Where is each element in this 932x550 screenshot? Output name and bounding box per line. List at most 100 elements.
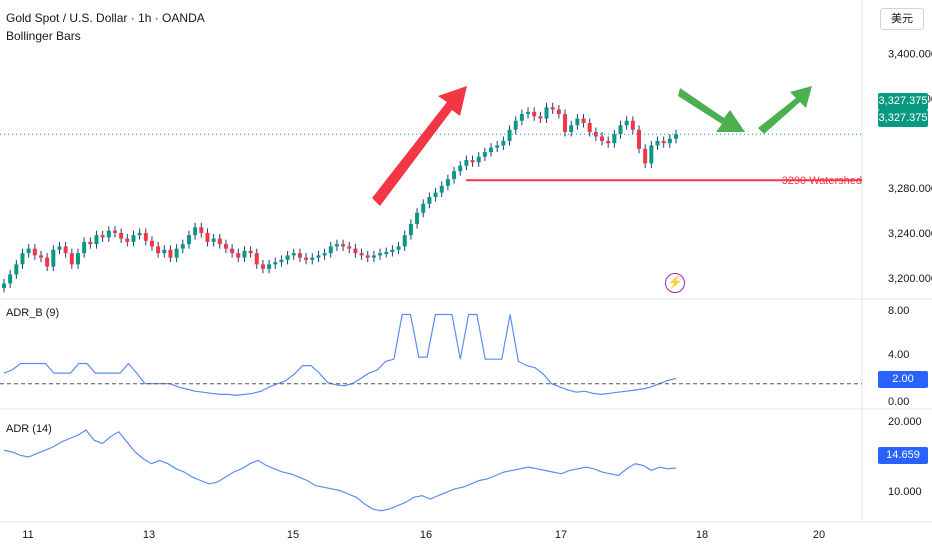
- y-tick-label: 3,200.000: [888, 273, 932, 285]
- indicator-line: [3, 313, 677, 397]
- indicator-line: [3, 429, 677, 512]
- candle-body: [569, 125, 574, 132]
- candle-body: [26, 248, 31, 254]
- adr-b-value-badge: 2.00: [878, 371, 928, 388]
- candle-body: [267, 264, 272, 269]
- candle-body: [304, 257, 309, 260]
- x-tick-label: 11: [22, 529, 33, 541]
- candle-body: [193, 227, 198, 236]
- candle-body: [143, 232, 148, 241]
- candle-body: [254, 253, 259, 265]
- candle-body: [476, 156, 481, 163]
- candle-body: [643, 148, 648, 164]
- candle-body: [464, 160, 469, 166]
- candle-body: [316, 255, 321, 258]
- candle-body: [600, 136, 605, 141]
- candle-body: [452, 171, 457, 180]
- candle-body: [125, 238, 130, 242]
- y-tick-label: 8.00: [888, 305, 909, 317]
- candle-body: [217, 238, 222, 245]
- y-tick-label: 3,400.000: [888, 48, 932, 60]
- candle-body: [433, 192, 438, 198]
- candle-body: [279, 259, 284, 263]
- candle-body: [439, 185, 444, 193]
- candle-body: [186, 235, 191, 245]
- candle-body: [45, 257, 50, 267]
- adr-b-pane-label: ADR_B (9): [6, 307, 60, 319]
- indicator-label: Bollinger Bars: [6, 29, 81, 43]
- candle-body: [285, 255, 290, 260]
- candle-body: [458, 165, 463, 172]
- candle-body: [341, 244, 346, 247]
- candle-body: [334, 244, 339, 247]
- candle-body: [100, 235, 105, 238]
- candle-body: [501, 140, 506, 146]
- candle-body: [328, 246, 333, 254]
- x-tick-label: 18: [696, 529, 708, 541]
- candle-body: [378, 253, 383, 256]
- candle-body: [445, 179, 450, 186]
- candle-body: [674, 134, 678, 139]
- candle-body: [273, 262, 278, 265]
- candle-body: [550, 107, 555, 110]
- candle-body: [69, 253, 74, 265]
- candle-body: [223, 244, 228, 249]
- bar-close-badge: 3,327.375: [878, 110, 928, 127]
- candle-body: [396, 246, 401, 250]
- candle-body: [606, 140, 611, 144]
- candle-body: [526, 111, 531, 115]
- candle-body: [180, 244, 185, 249]
- candle-body: [38, 255, 43, 258]
- candle-body: [211, 238, 216, 242]
- candle-body: [20, 253, 25, 265]
- candle-body: [82, 241, 87, 254]
- last-price-badge: 3,327.375: [878, 93, 928, 110]
- candle-body: [57, 246, 62, 250]
- x-tick-label: 15: [287, 529, 299, 541]
- candle-body: [365, 255, 370, 258]
- candle-body: [137, 232, 142, 236]
- candle-body: [347, 246, 352, 249]
- candle-body: [618, 125, 623, 135]
- candle-body: [637, 129, 642, 149]
- candle-body: [402, 235, 407, 247]
- candle-body: [359, 253, 364, 256]
- candle-body: [390, 249, 395, 253]
- lightning-icon[interactable]: ⚡: [665, 273, 685, 293]
- candle-body: [168, 249, 173, 258]
- candle-body: [230, 248, 235, 254]
- y-tick-label: 10.000: [888, 486, 922, 498]
- candle-body: [94, 235, 99, 245]
- adr-pane-label: ADR (14): [6, 423, 52, 435]
- green-down-arrow: [678, 88, 745, 132]
- candle-body: [556, 109, 561, 115]
- candle-body: [322, 253, 327, 256]
- candle-body: [371, 255, 376, 258]
- candle-body: [131, 235, 136, 242]
- candle-body: [482, 152, 487, 157]
- green-up-arrow: [758, 86, 812, 134]
- candle-body: [291, 253, 296, 256]
- x-tick-label: 16: [420, 529, 432, 541]
- candle-body: [174, 248, 179, 258]
- candle-body: [384, 252, 389, 255]
- y-tick-label: 20.000: [888, 416, 922, 428]
- candle-body: [532, 111, 537, 117]
- currency-button[interactable]: 美元: [880, 8, 924, 30]
- candle-body: [106, 230, 111, 238]
- candle-body: [199, 227, 204, 233]
- candle-body: [667, 138, 672, 144]
- candle-body: [353, 248, 358, 254]
- candle-body: [655, 140, 660, 146]
- candle-body: [421, 203, 426, 213]
- x-tick-label: 13: [143, 529, 155, 541]
- candle-body: [415, 212, 420, 224]
- candle-body: [236, 253, 241, 258]
- candle-body: [544, 107, 549, 119]
- candle-body: [242, 250, 247, 258]
- candle-body: [88, 241, 93, 245]
- candle-body: [205, 232, 210, 242]
- red-up-arrow: [372, 86, 467, 206]
